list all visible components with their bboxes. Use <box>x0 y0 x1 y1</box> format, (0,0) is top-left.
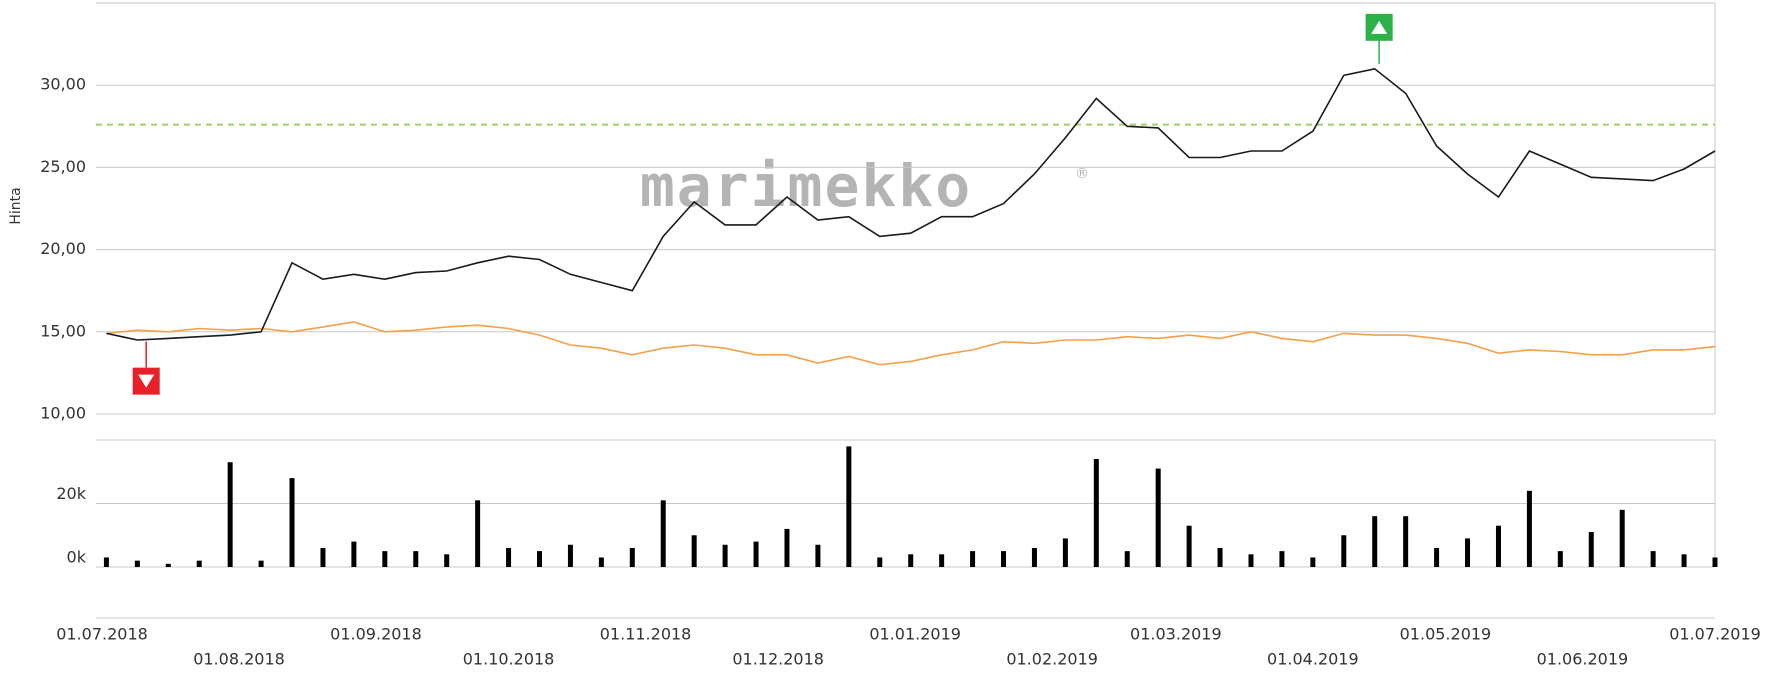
volume-bar <box>1310 557 1316 567</box>
volume-bar <box>1434 547 1440 567</box>
x-tick-label: 01.10.2018 <box>463 650 555 669</box>
volume-bar <box>1279 551 1285 567</box>
volume-bar <box>1712 557 1718 567</box>
volume-bar <box>1495 525 1501 567</box>
x-tick-label: 01.09.2018 <box>330 625 422 644</box>
watermark-mark: ® <box>1075 166 1089 182</box>
volume-bar <box>413 551 419 567</box>
x-tick-label: 01.03.2019 <box>1130 625 1222 644</box>
x-tick-label: 01.05.2019 <box>1400 625 1492 644</box>
volume-bar <box>629 547 635 567</box>
volume-bar <box>289 478 295 567</box>
volume-bar <box>1001 551 1007 567</box>
volume-bar <box>1588 532 1594 567</box>
volume-bar <box>320 547 326 567</box>
volume-bar <box>1619 509 1625 567</box>
volume-bar <box>1186 525 1192 567</box>
volume-bar <box>196 560 202 567</box>
price-line <box>106 67 1716 341</box>
volume-bar <box>691 535 697 567</box>
x-tick-label: 01.06.2019 <box>1537 650 1629 669</box>
volume-bar <box>660 500 666 567</box>
volume-bar <box>1465 538 1471 567</box>
volume-bar <box>1341 535 1347 567</box>
volume-bar <box>1217 547 1223 567</box>
volume-bar <box>939 554 945 567</box>
price-line <box>106 321 1716 366</box>
marker-arrow <box>138 374 155 388</box>
volume-bar <box>784 528 790 567</box>
volume-bar <box>753 541 759 567</box>
volume-bar <box>1155 468 1161 567</box>
volume-bar <box>908 554 914 567</box>
volume-bar <box>877 557 883 567</box>
volume-bar <box>1557 551 1563 567</box>
volume-bar <box>536 551 542 567</box>
volume-bar <box>1650 551 1656 567</box>
x-tick-label: 01.07.2019 <box>1669 625 1761 644</box>
x-tick-label: 01.12.2018 <box>732 650 824 669</box>
volume-bar <box>1372 516 1378 567</box>
y-tick-label: 0k <box>67 548 87 567</box>
volume-bar <box>815 544 821 567</box>
volume-bar <box>1093 459 1099 567</box>
volume-bar <box>227 462 233 567</box>
volume-bar <box>382 551 388 567</box>
x-tick-label: 01.11.2018 <box>600 625 692 644</box>
volume-bar <box>351 541 357 567</box>
volume-bar <box>165 563 171 567</box>
y-tick-label: 30,00 <box>40 75 86 94</box>
volume-bar <box>1403 516 1409 567</box>
x-tick-label: 01.08.2018 <box>193 650 285 669</box>
volume-bar <box>1062 538 1068 567</box>
volume-bar <box>103 557 109 567</box>
watermark: marimekko <box>640 152 972 220</box>
volume-bar <box>258 560 264 567</box>
volume-bar <box>846 446 852 567</box>
x-tick-label: 01.04.2019 <box>1267 650 1359 669</box>
volume-bar <box>598 557 604 567</box>
y-tick-label: 10,00 <box>40 404 86 423</box>
volume-bar <box>1526 490 1532 567</box>
volume-bar <box>722 544 728 567</box>
y-tick-label: 25,00 <box>40 157 86 176</box>
x-tick-label: 01.01.2019 <box>869 625 961 644</box>
volume-bar <box>1248 554 1254 567</box>
y-tick-label: 20,00 <box>40 239 86 258</box>
marker-arrow <box>1371 20 1388 34</box>
y-tick-label: 15,00 <box>40 321 86 340</box>
volume-bar <box>1031 547 1037 567</box>
volume-bar <box>506 547 512 567</box>
volume-bar <box>134 560 140 567</box>
volume-bar <box>1681 554 1687 567</box>
x-tick-label: 01.02.2019 <box>1006 650 1098 669</box>
volume-bar <box>1124 551 1130 567</box>
volume-bar <box>567 544 573 567</box>
volume-bar <box>970 551 976 567</box>
y-axis-label: Hinta <box>8 187 24 224</box>
y-tick-label: 20k <box>56 484 86 503</box>
x-tick-label: 01.07.2018 <box>56 625 148 644</box>
volume-bar <box>475 500 481 567</box>
volume-bar <box>444 554 450 567</box>
